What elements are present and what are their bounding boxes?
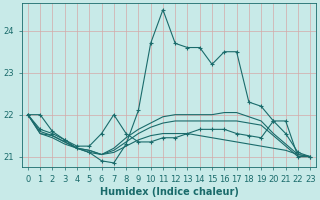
X-axis label: Humidex (Indice chaleur): Humidex (Indice chaleur) [100, 187, 238, 197]
